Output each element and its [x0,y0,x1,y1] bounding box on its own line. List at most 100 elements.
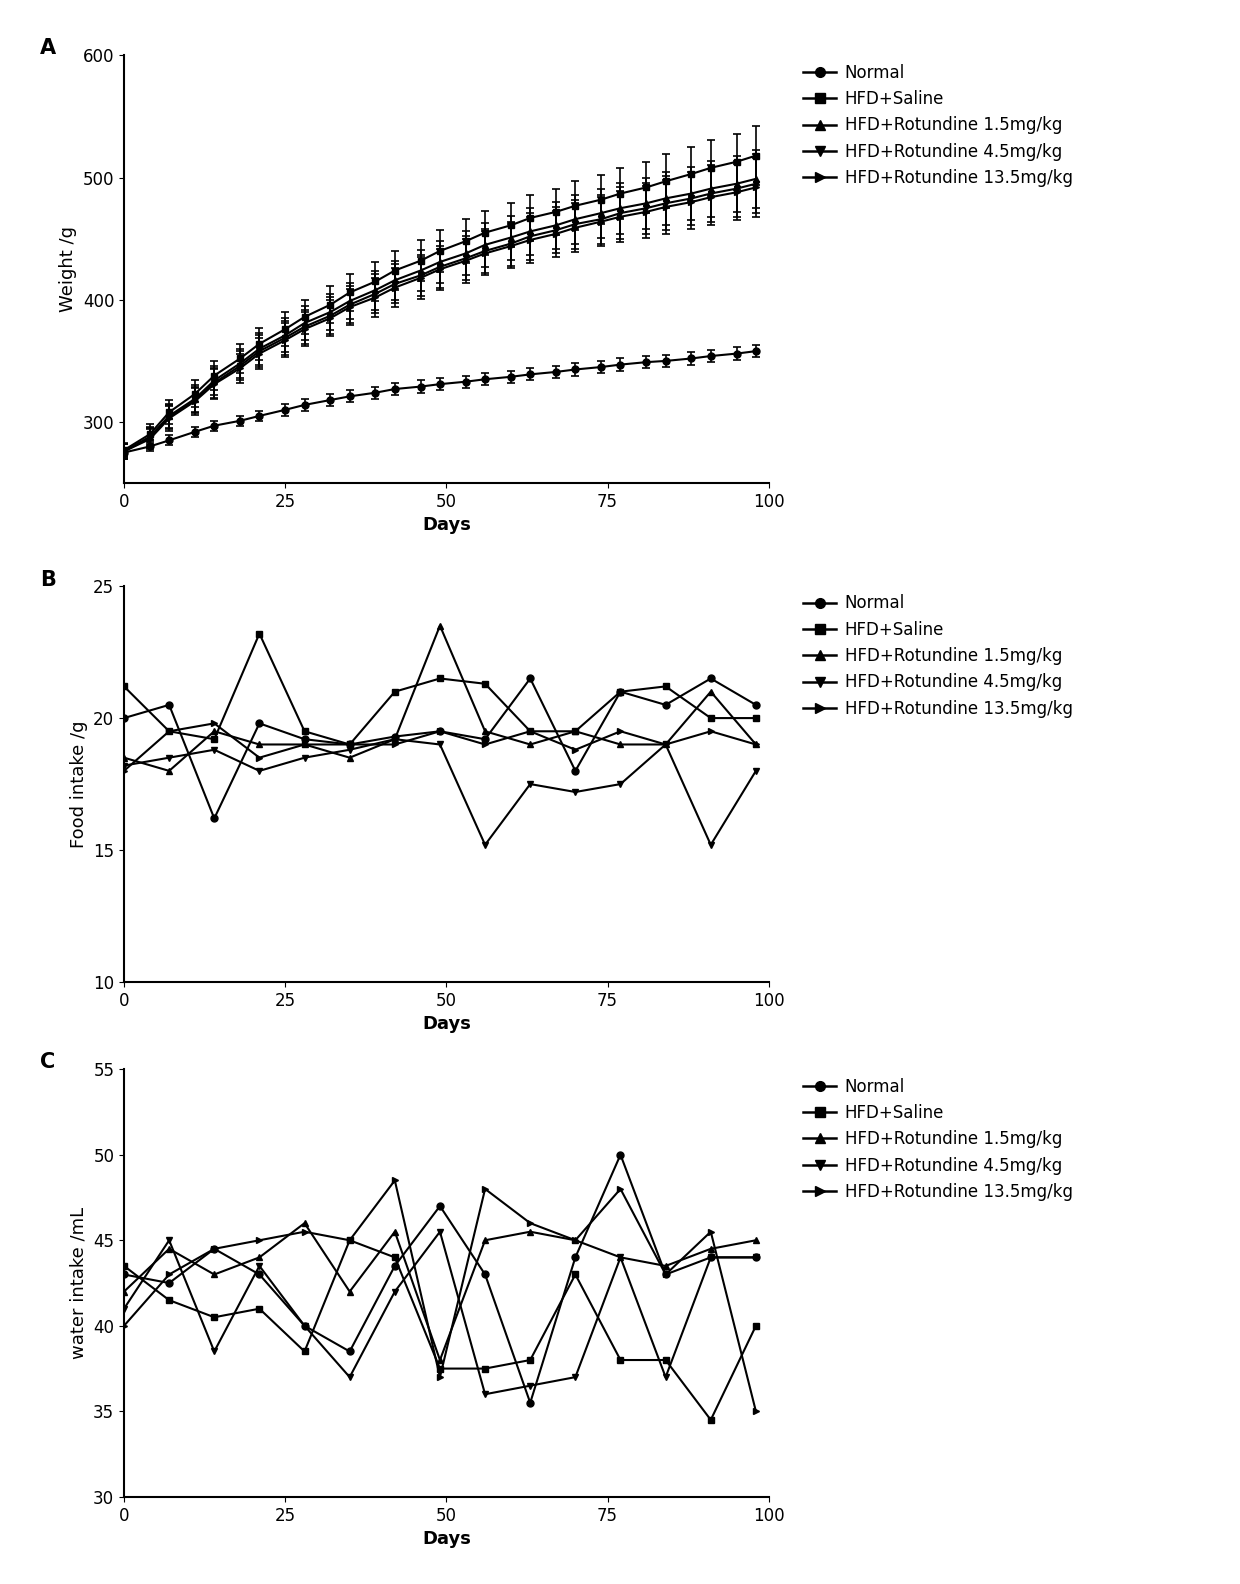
HFD+Rotundine 1.5mg/kg [117,748,131,767]
Normal [252,1266,267,1285]
Normal [703,668,718,687]
HFD+Rotundine 1.5mg/kg [252,735,267,754]
HFD+Rotundine 13.5mg/kg [298,735,312,754]
HFD+Rotundine 1.5mg/kg [613,1248,627,1267]
Normal [117,1266,131,1285]
Normal [433,722,448,741]
HFD+Rotundine 13.5mg/kg [117,1316,131,1335]
Line: HFD+Rotundine 1.5mg/kg: HFD+Rotundine 1.5mg/kg [120,623,759,775]
HFD+Rotundine 1.5mg/kg [749,735,764,754]
HFD+Rotundine 4.5mg/kg [207,1342,222,1361]
Normal [387,727,402,746]
HFD+Rotundine 4.5mg/kg [568,782,583,802]
HFD+Rotundine 13.5mg/kg [477,735,492,754]
Line: HFD+Rotundine 1.5mg/kg: HFD+Rotundine 1.5mg/kg [120,1220,759,1364]
HFD+Rotundine 4.5mg/kg [117,1299,131,1318]
HFD+Rotundine 13.5mg/kg [387,735,402,754]
Line: HFD+Rotundine 4.5mg/kg: HFD+Rotundine 4.5mg/kg [120,735,759,849]
X-axis label: Days: Days [422,516,471,534]
HFD+Rotundine 1.5mg/kg [613,735,627,754]
HFD+Rotundine 1.5mg/kg [207,1266,222,1285]
HFD+Saline [523,722,538,741]
Normal [387,1256,402,1275]
Normal [342,735,357,754]
HFD+Rotundine 13.5mg/kg [749,735,764,754]
Normal [342,1342,357,1361]
HFD+Rotundine 4.5mg/kg [252,1256,267,1275]
HFD+Rotundine 13.5mg/kg [749,1402,764,1421]
HFD+Rotundine 1.5mg/kg [568,1231,583,1250]
HFD+Rotundine 1.5mg/kg [477,722,492,741]
HFD+Rotundine 1.5mg/kg [703,1239,718,1258]
HFD+Rotundine 4.5mg/kg [298,1316,312,1335]
HFD+Rotundine 13.5mg/kg [433,722,448,741]
HFD+Rotundine 4.5mg/kg [387,730,402,749]
X-axis label: Days: Days [422,1530,471,1548]
HFD+Rotundine 4.5mg/kg [161,1231,176,1250]
HFD+Saline [749,708,764,727]
Normal [477,730,492,749]
Normal [523,668,538,687]
Normal [117,708,131,727]
HFD+Saline [658,676,673,695]
Normal [207,1239,222,1258]
Normal [298,730,312,749]
Y-axis label: Weight /g: Weight /g [60,227,77,312]
Text: B: B [40,570,56,591]
Normal [477,1266,492,1285]
HFD+Rotundine 4.5mg/kg [613,775,627,794]
HFD+Saline [523,1351,538,1370]
HFD+Rotundine 1.5mg/kg [161,762,176,781]
HFD+Rotundine 4.5mg/kg [523,1376,538,1396]
HFD+Rotundine 13.5mg/kg [613,722,627,741]
HFD+Rotundine 13.5mg/kg [613,1180,627,1199]
HFD+Saline [703,1410,718,1429]
HFD+Rotundine 4.5mg/kg [477,835,492,854]
Normal [703,1248,718,1267]
HFD+Saline [387,1248,402,1267]
HFD+Rotundine 1.5mg/kg [433,616,448,635]
HFD+Saline [433,668,448,687]
HFD+Saline [161,1291,176,1310]
Line: HFD+Rotundine 13.5mg/kg: HFD+Rotundine 13.5mg/kg [120,719,759,775]
HFD+Rotundine 1.5mg/kg [207,722,222,741]
HFD+Rotundine 4.5mg/kg [749,1248,764,1267]
HFD+Saline [387,683,402,702]
HFD+Rotundine 1.5mg/kg [298,1213,312,1232]
HFD+Rotundine 1.5mg/kg [523,1223,538,1242]
HFD+Rotundine 13.5mg/kg [433,1367,448,1386]
Legend: Normal, HFD+Saline, HFD+Rotundine 1.5mg/kg, HFD+Rotundine 4.5mg/kg, HFD+Rotundin: Normal, HFD+Saline, HFD+Rotundine 1.5mg/… [804,1077,1073,1201]
HFD+Saline [117,1256,131,1275]
HFD+Rotundine 4.5mg/kg [749,762,764,781]
Line: HFD+Saline: HFD+Saline [120,1237,759,1424]
HFD+Rotundine 13.5mg/kg [568,740,583,759]
Normal [749,695,764,714]
Normal [568,1248,583,1267]
HFD+Rotundine 1.5mg/kg [433,1351,448,1370]
Legend: Normal, HFD+Saline, HFD+Rotundine 1.5mg/kg, HFD+Rotundine 4.5mg/kg, HFD+Rotundin: Normal, HFD+Saline, HFD+Rotundine 1.5mg/… [804,594,1073,718]
HFD+Saline [342,1231,357,1250]
Text: C: C [40,1052,56,1072]
HFD+Rotundine 13.5mg/kg [523,722,538,741]
Line: HFD+Rotundine 4.5mg/kg: HFD+Rotundine 4.5mg/kg [120,1228,759,1397]
HFD+Saline [433,1359,448,1378]
HFD+Rotundine 13.5mg/kg [703,722,718,741]
HFD+Rotundine 13.5mg/kg [477,1180,492,1199]
HFD+Rotundine 1.5mg/kg [703,683,718,702]
HFD+Rotundine 13.5mg/kg [703,1223,718,1242]
HFD+Rotundine 4.5mg/kg [658,1367,673,1386]
HFD+Saline [613,683,627,702]
HFD+Rotundine 13.5mg/kg [342,1231,357,1250]
Normal [207,809,222,828]
HFD+Saline [298,1342,312,1361]
HFD+Rotundine 4.5mg/kg [477,1384,492,1403]
HFD+Rotundine 1.5mg/kg [342,1281,357,1300]
Line: Normal: Normal [120,1152,759,1407]
HFD+Saline [117,676,131,695]
HFD+Rotundine 1.5mg/kg [658,735,673,754]
Normal [613,1145,627,1164]
Normal [298,1316,312,1335]
HFD+Saline [613,1351,627,1370]
Normal [658,1266,673,1285]
HFD+Rotundine 13.5mg/kg [387,1171,402,1190]
